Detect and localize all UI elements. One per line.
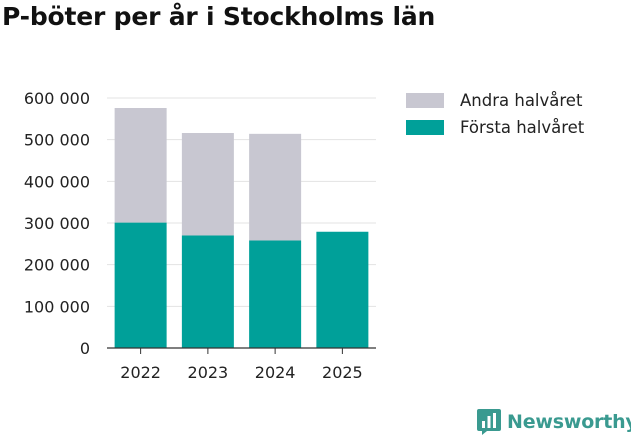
- x-tick-label: 2025: [322, 363, 363, 382]
- chart-title: P-böter per år i Stockholms län: [2, 2, 436, 31]
- axes: 0 100 000 200 000 300 000 400 000 500 000 600 …: [24, 89, 376, 382]
- bar-chart-badge-icon: [477, 409, 501, 435]
- bar-segment: [114, 222, 167, 348]
- legend-label: Första halvåret: [460, 118, 585, 137]
- legend-label: Andra halvåret: [460, 91, 583, 110]
- y-tick-label: 0: [80, 339, 90, 358]
- legend-swatch: [406, 120, 444, 135]
- bars: [114, 108, 369, 348]
- y-tick-label: 600 000: [24, 89, 90, 108]
- x-tick-label: 2022: [120, 363, 161, 382]
- bar-segment: [316, 231, 369, 348]
- bar-segment: [249, 133, 302, 241]
- bar-segment: [181, 133, 234, 236]
- y-tick-label: 500 000: [24, 131, 90, 150]
- x-tick-label: 2024: [255, 363, 296, 382]
- legend-swatch: [406, 93, 444, 108]
- newsworthy-logo: Newsworthy: [476, 408, 631, 435]
- y-tick-label: 400 000: [24, 172, 90, 191]
- y-tick-label: 300 000: [24, 214, 90, 233]
- bar-segment: [181, 235, 234, 348]
- brand-name: Newsworthy: [507, 410, 631, 433]
- y-tick-label: 100 000: [24, 297, 90, 316]
- bar-segment: [249, 240, 302, 348]
- x-tick-label: 2023: [188, 363, 229, 382]
- legend: Andra halvåret Första halvåret: [406, 91, 585, 137]
- y-tick-label: 200 000: [24, 256, 90, 275]
- bar-segment: [114, 108, 167, 223]
